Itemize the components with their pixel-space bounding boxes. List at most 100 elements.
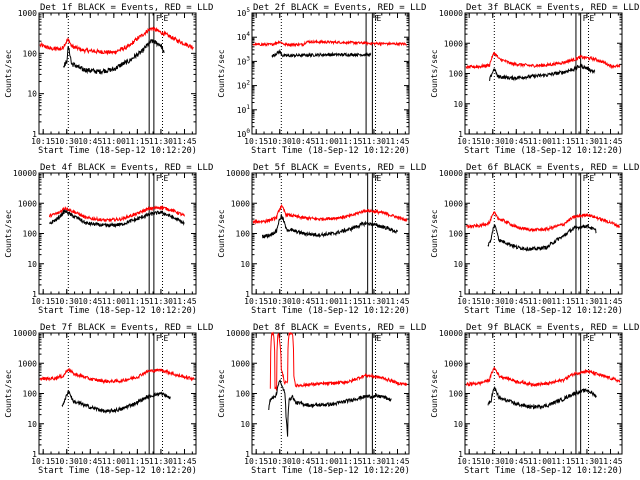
flag-f: F: [583, 174, 588, 183]
x-tick-label: 10:15: [457, 297, 481, 306]
x-tick-label: 11:45: [598, 297, 622, 306]
panel-title: Det 8f BLACK = Events, RED = LLD: [253, 323, 426, 333]
lld-series-line: [465, 51, 621, 70]
x-tick-label: 11:45: [385, 457, 409, 466]
y-tick-label: 1000: [231, 359, 250, 368]
y-tick-label: 103: [237, 55, 251, 66]
x-tick-label: 10:15: [457, 137, 481, 146]
x-axis-label: Start Time (18-Sep-12 10:12:20): [464, 306, 623, 316]
plot-frame: [38, 12, 197, 135]
y-tick-label: 1000: [444, 359, 463, 368]
flag-e: E: [590, 174, 595, 183]
y-axis-label: Counts/sec: [217, 49, 226, 97]
x-axis-label: Start Time (18-Sep-12 10:12:20): [38, 466, 197, 476]
x-tick-label: 10:45: [78, 297, 102, 306]
x-tick-label: 11:00: [315, 297, 339, 306]
x-tick-label: 10:15: [31, 137, 55, 146]
flag-e: E: [377, 14, 382, 23]
x-tick-label: 11:15: [338, 297, 362, 306]
x-axis-label: Start Time (18-Sep-12 10:12:20): [38, 146, 197, 156]
x-tick-label: 11:30: [575, 297, 599, 306]
y-tick-label: 10000: [13, 329, 37, 338]
x-tick-label: 11:00: [102, 457, 126, 466]
y-tick-label: 10000: [13, 169, 37, 178]
panel-title: Det 9f BLACK = Events, RED = LLD: [466, 323, 639, 333]
x-tick-label: 10:45: [291, 297, 315, 306]
x-tick-label: 11:30: [575, 137, 599, 146]
x-tick-label: 11:45: [598, 457, 622, 466]
x-tick-label: 11:00: [315, 137, 339, 146]
lld-series-line: [269, 331, 408, 391]
y-tick-label: 100: [236, 230, 251, 239]
panel-det-7: Det 7f BLACK = Events, RED = LLD 1 10 100 10…: [4, 323, 213, 476]
x-tick-label: 10:45: [504, 457, 528, 466]
events-series-line: [49, 208, 185, 229]
y-tick-label: 1000: [444, 199, 463, 208]
y-tick-label: 10000: [226, 169, 250, 178]
x-tick-label: 10:15: [457, 457, 481, 466]
y-tick-label: 100: [23, 390, 38, 399]
x-tick-label: 11:30: [362, 457, 386, 466]
x-tick-label: 11:45: [385, 297, 409, 306]
x-tick-label: 11:30: [575, 457, 599, 466]
y-tick-label: 1: [458, 290, 463, 299]
y-tick-label: 1000: [18, 199, 37, 208]
y-tick-label: 1: [32, 290, 37, 299]
x-tick-label: 10:30: [268, 297, 292, 306]
y-tick-label: 1000: [231, 199, 250, 208]
y-tick-label: 1: [245, 290, 250, 299]
x-tick-label: 10:45: [504, 137, 528, 146]
panel-det-1: Det 1f BLACK = Events, RED = LLD 1 10 100 10…: [4, 3, 213, 156]
x-tick-label: 11:30: [362, 137, 386, 146]
x-tick-label: 10:30: [55, 137, 79, 146]
events-series-line: [271, 48, 372, 59]
y-tick-label: 10000: [439, 329, 463, 338]
panel-title: Det 5f BLACK = Events, RED = LLD: [253, 163, 426, 173]
y-tick-label: 1000: [444, 39, 463, 48]
flag-f: F: [156, 174, 161, 183]
lld-series-line: [39, 368, 195, 385]
x-tick-label: 11:15: [338, 137, 362, 146]
flag-e: E: [377, 174, 382, 183]
flag-e: E: [164, 174, 169, 183]
plot-frame: [464, 172, 623, 295]
plot-frame: [464, 332, 623, 455]
panel-det-5: Det 5f BLACK = Events, RED = LLD 1 10 100 10…: [217, 163, 426, 316]
y-tick-label: 100: [23, 230, 38, 239]
x-tick-label: 11:15: [551, 137, 575, 146]
y-axis-label: Counts/sec: [430, 369, 439, 417]
x-tick-label: 11:00: [315, 457, 339, 466]
flag-e: E: [164, 334, 169, 343]
x-tick-label: 10:30: [55, 457, 79, 466]
y-axis-label: Counts/sec: [217, 369, 226, 417]
y-tick-label: 10: [27, 90, 37, 99]
flag-e: E: [590, 14, 595, 23]
x-tick-label: 11:45: [172, 457, 196, 466]
y-tick-label: 10: [453, 100, 463, 109]
events-series-line: [487, 223, 597, 252]
x-tick-label: 11:15: [338, 457, 362, 466]
flag-f: F: [583, 14, 588, 23]
x-tick-label: 10:30: [481, 137, 505, 146]
panel-title: Det 4f BLACK = Events, RED = LLD: [40, 163, 213, 173]
y-tick-label: 100: [23, 49, 38, 58]
y-tick-label: 105: [237, 7, 251, 18]
y-tick-label: 1: [32, 450, 37, 459]
x-tick-label: 11:30: [362, 297, 386, 306]
x-tick-label: 10:30: [55, 297, 79, 306]
y-tick-label: 1000: [18, 359, 37, 368]
plot-frame: [251, 332, 410, 455]
panel-det-6: Det 6f BLACK = Events, RED = LLD 1 10 100 10…: [430, 163, 639, 316]
lld-series-line: [252, 39, 408, 48]
y-tick-label: 10: [240, 420, 250, 429]
x-tick-label: 10:15: [31, 297, 55, 306]
panel-det-9: Det 9f BLACK = Events, RED = LLD 1 10 100 10…: [430, 323, 639, 476]
flag-f: F: [156, 14, 161, 23]
y-axis-label: Counts/sec: [217, 209, 226, 257]
plot-frame: [38, 332, 197, 455]
x-tick-label: 10:30: [481, 457, 505, 466]
x-tick-label: 11:30: [149, 137, 173, 146]
y-tick-label: 100: [236, 390, 251, 399]
x-axis-label: Start Time (18-Sep-12 10:12:20): [251, 466, 410, 476]
y-tick-label: 10: [453, 260, 463, 269]
